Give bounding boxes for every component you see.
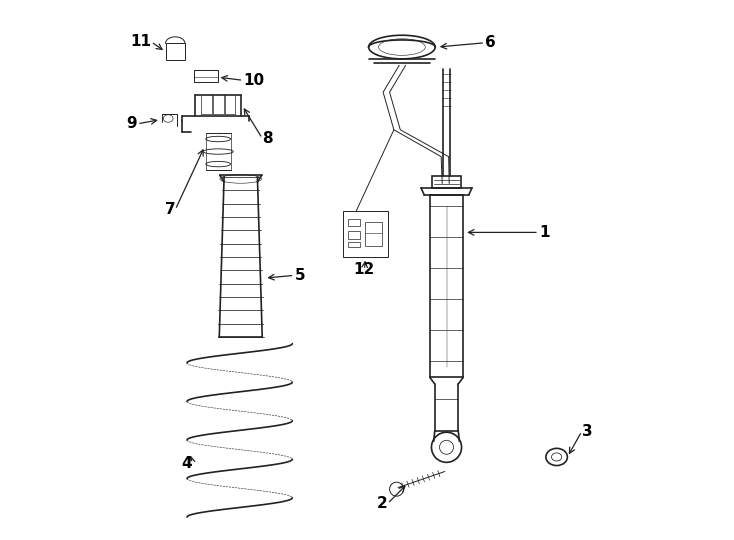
Bar (194, 70, 218, 82)
Bar (348, 231, 360, 239)
Text: 4: 4 (182, 456, 192, 471)
Text: 1: 1 (539, 225, 550, 240)
Bar (348, 242, 360, 247)
Bar (166, 43, 185, 60)
Text: 8: 8 (262, 131, 273, 146)
Text: 10: 10 (244, 73, 264, 88)
Bar (343, 211, 388, 256)
Text: 2: 2 (377, 496, 388, 511)
Text: 9: 9 (126, 117, 137, 131)
Bar (366, 221, 382, 246)
Text: 6: 6 (485, 35, 496, 50)
Text: 5: 5 (294, 268, 305, 283)
Bar (432, 176, 461, 188)
Text: 11: 11 (130, 34, 151, 49)
Text: 7: 7 (164, 202, 175, 217)
Text: 3: 3 (582, 424, 592, 438)
Bar (348, 219, 360, 226)
Text: 12: 12 (354, 262, 375, 278)
